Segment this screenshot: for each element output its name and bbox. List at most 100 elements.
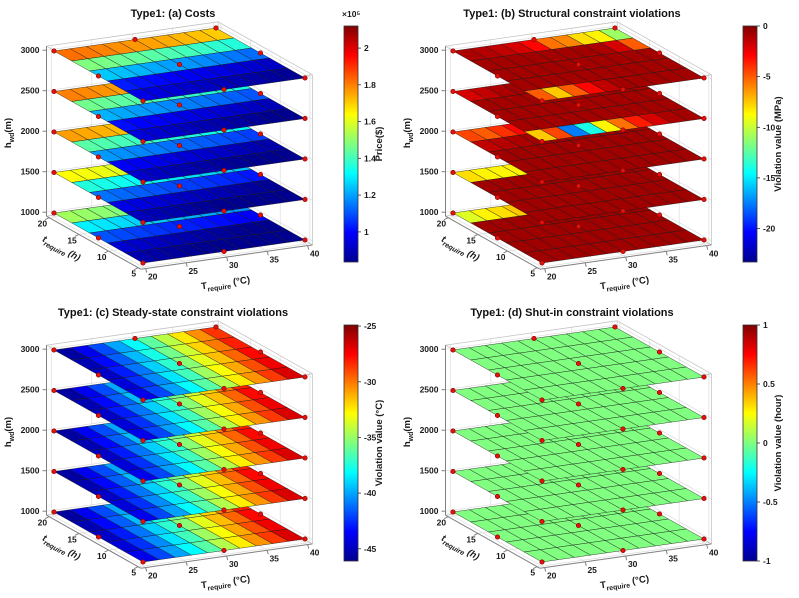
z-tick-label: 2500 <box>420 86 439 96</box>
colorbar-tick-label: 0 <box>763 438 768 448</box>
surface-layer-h3000 <box>452 326 705 401</box>
subplot-a-axes: 1000 1500 2000 2500 3000 20 15 10 5 20 25 30 35 40 hwd… <box>3 9 385 295</box>
colorbar-exponent: ×10⁵ <box>342 9 360 19</box>
z-tick-label: 1500 <box>420 466 439 476</box>
sample-markers-h3000 <box>51 25 308 104</box>
colorbar-label: Price($) <box>374 127 385 162</box>
z-tick-label: 2000 <box>420 425 439 435</box>
colorbar-tick-label: -0.5 <box>763 497 778 507</box>
z-tick-label: 3000 <box>420 344 439 354</box>
x-tick-label: 30 <box>628 559 638 569</box>
z-tick-label: 2000 <box>420 126 439 136</box>
z-tick-label: 3000 <box>21 45 40 55</box>
x-tick-label: 25 <box>587 565 597 575</box>
colorbar-tick-label: -35 <box>364 432 377 442</box>
z-tick-label: 3000 <box>21 344 40 354</box>
colorbar-tick-label: 0.5 <box>763 379 775 389</box>
sample-markers-h3000 <box>51 324 308 403</box>
x-tick-label: 40 <box>310 249 320 259</box>
surface-layer-h1000 <box>452 189 705 264</box>
y-tick-label: 20 <box>437 219 447 229</box>
y-tick-label: 15 <box>466 235 476 245</box>
y-tick-label: 15 <box>466 534 476 544</box>
y-tick-label: 5 <box>131 269 136 279</box>
y-tick-label: 15 <box>67 534 77 544</box>
x-axis-label: Trequire (°C) <box>600 574 651 594</box>
sample-markers-h3000 <box>450 25 707 104</box>
surface-layer-h3000 <box>53 27 306 102</box>
colorbar-tick-label: 1 <box>364 227 369 237</box>
subplot-a-title: Type1: (a) Costs <box>130 8 216 20</box>
y-tick-label: 10 <box>97 252 107 262</box>
colorbar-tick-label: 1.4 <box>364 153 376 163</box>
colorbar-tick-label: 1.2 <box>364 190 376 200</box>
z-tick-label: 1000 <box>21 506 40 516</box>
subplot-c-title: Type1: (c) Steady-state constraint viola… <box>57 307 289 319</box>
colorbar-tick-label: -15 <box>763 173 776 183</box>
colorbar-label: Violation value (hour) <box>773 395 784 492</box>
z-tick-label: 1000 <box>420 506 439 516</box>
colorbar-tick-label: -40 <box>364 488 377 498</box>
x-tick-label: 20 <box>148 571 158 581</box>
x-axis-label: Trequire (°C) <box>201 275 252 295</box>
x-tick-label: 30 <box>628 260 638 270</box>
x-tick-label: 40 <box>709 249 719 259</box>
y-tick-label: 20 <box>38 219 48 229</box>
z-tick-label: 2500 <box>21 385 40 395</box>
subplot-d-title: Type1: (d) Shut-in constraint violations <box>470 307 674 319</box>
z-tick-label: 3000 <box>420 45 439 55</box>
z-axis-label: hwd(m) <box>3 118 16 148</box>
x-tick-label: 25 <box>188 565 198 575</box>
colorbar-gradient <box>742 25 758 263</box>
y-tick-label: 5 <box>530 269 535 279</box>
colorbar-tick-label: -5 <box>763 72 771 82</box>
y-tick-label: 10 <box>496 252 506 262</box>
sample-markers-h3000 <box>450 324 707 403</box>
colorbar-gradient <box>343 25 359 263</box>
y-tick-label: 5 <box>131 568 136 578</box>
colorbar-tick-label: -20 <box>763 224 776 234</box>
x-tick-label: 40 <box>310 548 320 558</box>
y-tick-label: 20 <box>38 518 48 528</box>
subplot-b-title: Type1: (b) Structural constraint violati… <box>463 8 681 20</box>
y-tick-label: 20 <box>437 518 447 528</box>
surface-layer-h3000 <box>53 326 306 401</box>
surface-layer-h1000 <box>452 488 705 563</box>
z-tick-label: 2000 <box>21 126 40 136</box>
colorbar-tick-label: 1 <box>763 320 768 330</box>
colorbar-tick-label: 2 <box>364 43 369 53</box>
z-tick-label: 1500 <box>21 167 40 177</box>
colorbar-b: 0 -5 -10 -15 -20 Violation value (MPa) <box>742 21 784 263</box>
z-tick-label: 1000 <box>21 207 40 217</box>
y-tick-label: 10 <box>496 551 506 561</box>
subplot-c-axes: 1000 1500 2000 2500 3000 20 15 10 5 20 25 30 35 40 hwd… <box>3 320 385 594</box>
z-tick-label: 1500 <box>420 167 439 177</box>
colorbar-label: Violation value (°C) <box>374 400 385 487</box>
z-tick-label: 2000 <box>21 425 40 435</box>
colorbar-a: 2 1.8 1.6 1.4 1.2 1 ×10⁵ Price($) <box>342 9 385 263</box>
surface-layer-h1000 <box>53 189 306 264</box>
x-axis-label: Trequire (°C) <box>201 574 252 594</box>
x-tick-label: 20 <box>547 571 557 581</box>
colorbar-gradient <box>742 324 758 562</box>
colorbar-tick-label: 1.6 <box>364 117 376 127</box>
z-tick-label: 2500 <box>420 385 439 395</box>
colorbar-tick-label: -30 <box>364 377 377 387</box>
x-tick-label: 20 <box>148 272 158 282</box>
colorbar-d: 1 0.5 0 -0.5 -1 Violation value (hour) <box>742 320 784 566</box>
x-tick-label: 35 <box>269 254 279 264</box>
colorbar-c: -25 -30 -35 -40 -45 Violation value (°C) <box>343 321 385 562</box>
colorbar-tick-label: -25 <box>364 321 377 331</box>
colorbar-tick-label: -1 <box>763 556 771 566</box>
colorbar-tick-label: -10 <box>763 122 776 132</box>
surface-layer-h3000 <box>452 27 705 102</box>
x-tick-label: 25 <box>188 266 198 276</box>
colorbar-label: Violation value (MPa) <box>773 96 784 191</box>
z-axis-label: hwd(m) <box>402 417 415 447</box>
y-tick-label: 10 <box>97 551 107 561</box>
y-tick-label: 15 <box>67 235 77 245</box>
z-axis-label: hwd(m) <box>402 118 415 148</box>
x-tick-label: 40 <box>709 548 719 558</box>
